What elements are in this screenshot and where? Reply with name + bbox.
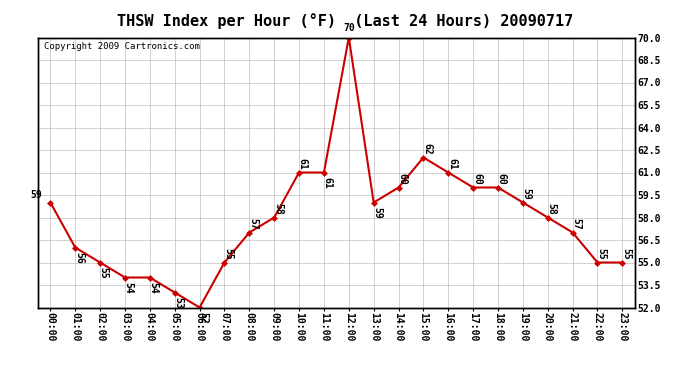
Text: 60: 60: [397, 173, 407, 184]
Text: 59: 59: [30, 190, 41, 200]
Text: 62: 62: [422, 143, 432, 154]
Text: 58: 58: [273, 203, 283, 214]
Text: 56: 56: [74, 252, 84, 264]
Text: 60: 60: [497, 173, 506, 184]
Text: 59: 59: [373, 207, 382, 219]
Text: Copyright 2009 Cartronics.com: Copyright 2009 Cartronics.com: [44, 42, 200, 51]
Text: THSW Index per Hour (°F)  (Last 24 Hours) 20090717: THSW Index per Hour (°F) (Last 24 Hours)…: [117, 13, 573, 29]
Text: 52: 52: [198, 312, 208, 324]
Text: 61: 61: [323, 177, 333, 189]
Text: 55: 55: [99, 267, 109, 279]
Text: 61: 61: [298, 158, 308, 170]
Text: 57: 57: [248, 218, 258, 229]
Text: 60: 60: [472, 173, 482, 184]
Text: 58: 58: [546, 203, 557, 214]
Text: 70: 70: [343, 23, 355, 33]
Text: 57: 57: [571, 218, 582, 229]
Text: 54: 54: [124, 282, 134, 294]
Text: 55: 55: [596, 248, 607, 259]
Text: 53: 53: [173, 297, 184, 309]
Text: 61: 61: [447, 158, 457, 170]
Text: 55: 55: [621, 248, 631, 259]
Text: 59: 59: [522, 188, 531, 200]
Text: 55: 55: [223, 248, 233, 259]
Text: 54: 54: [148, 282, 159, 294]
